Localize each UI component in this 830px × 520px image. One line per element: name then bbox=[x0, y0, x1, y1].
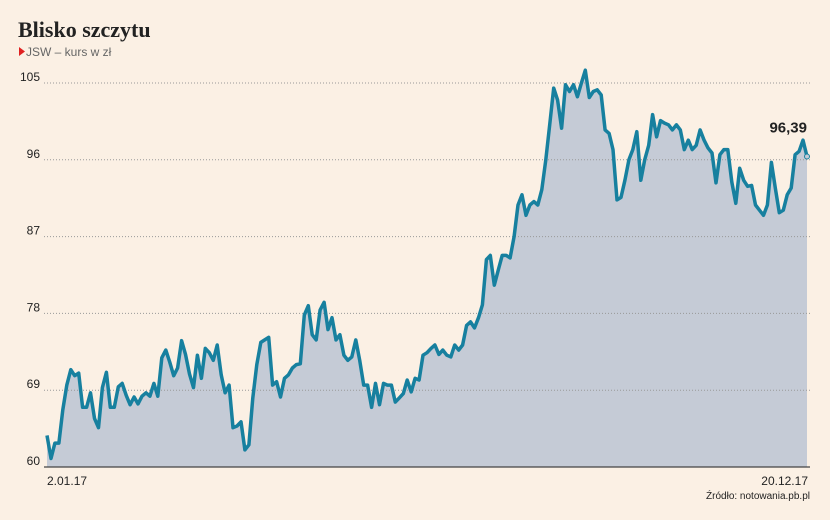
source: Źródło: notowania.pb.pl bbox=[706, 489, 810, 502]
chart-title: Blisko szczytu bbox=[18, 17, 151, 42]
chart-subtitle: JSW – kurs w zł bbox=[26, 45, 112, 59]
last-value-label: 96,39 bbox=[769, 119, 807, 136]
last-point bbox=[804, 153, 810, 160]
y-tick-label: 69 bbox=[27, 377, 41, 391]
y-tick-label: 60 bbox=[27, 454, 41, 468]
line bbox=[45, 68, 809, 461]
x-tick-label: 20.12.17 bbox=[761, 474, 808, 488]
area bbox=[47, 70, 807, 467]
y-tick-label: 96 bbox=[27, 147, 41, 161]
x-tick-label: 2.01.17 bbox=[47, 474, 87, 488]
y-tick-label: 105 bbox=[20, 70, 40, 84]
y-tick-label: 87 bbox=[27, 224, 41, 238]
y-tick-label: 78 bbox=[27, 300, 41, 314]
subtitle-marker bbox=[19, 47, 25, 56]
